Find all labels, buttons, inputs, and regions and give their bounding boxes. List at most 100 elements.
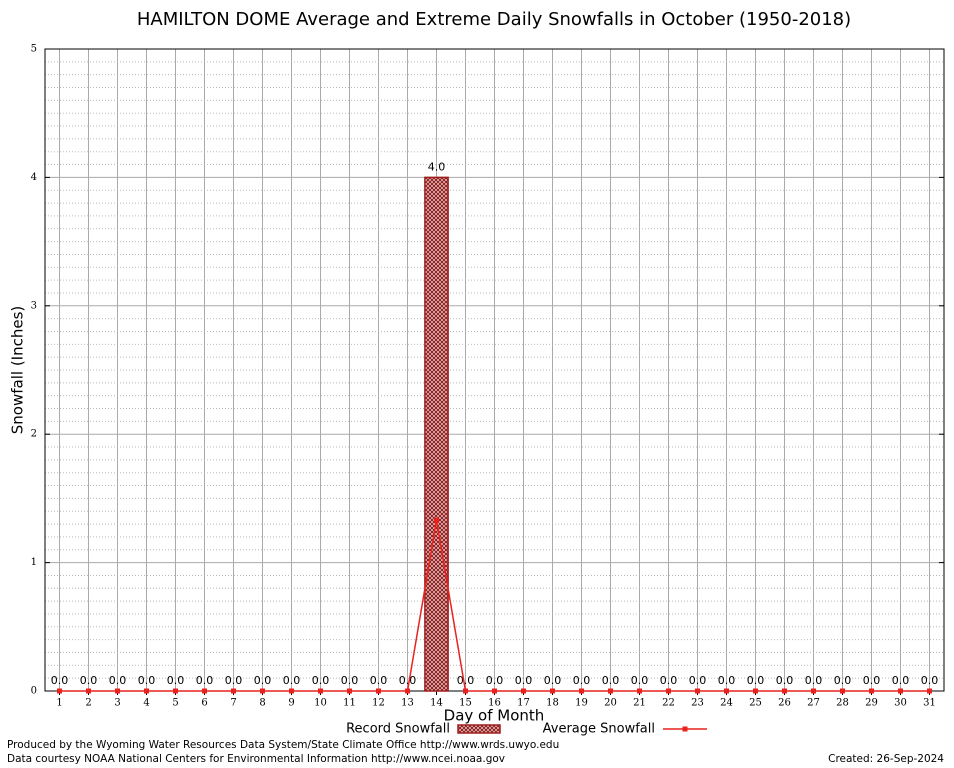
point-marker [405, 688, 410, 694]
legend-label: Record Snowfall [346, 722, 450, 737]
x-tick-label: 25 [749, 698, 762, 709]
point-marker [463, 688, 468, 694]
x-tick-label: 20 [604, 698, 617, 709]
x-tick-label: 11 [343, 698, 356, 709]
x-tick-label: 14 [430, 698, 443, 709]
x-tick-label: 6 [201, 698, 207, 709]
point-marker [347, 688, 352, 694]
x-tick-label: 17 [517, 698, 530, 709]
value-label: 0.0 [805, 674, 823, 687]
point-marker [202, 688, 207, 694]
point-marker [231, 688, 236, 694]
point-marker [521, 688, 526, 694]
value-label: 0.0 [370, 674, 388, 687]
x-tick-label: 23 [691, 698, 704, 709]
value-label: 0.0 [312, 674, 330, 687]
value-label: 0.0 [689, 674, 707, 687]
point-marker [318, 688, 323, 694]
point-marker [289, 688, 294, 694]
point-marker [434, 517, 439, 523]
chart-title: HAMILTON DOME Average and Extreme Daily … [137, 9, 851, 30]
point-marker [115, 688, 120, 694]
value-label: 0.0 [602, 674, 620, 687]
x-tick-label: 4 [143, 698, 149, 709]
point-marker [173, 688, 178, 694]
point-marker [376, 688, 381, 694]
value-label: 0.0 [51, 674, 69, 687]
x-tick-label: 7 [230, 698, 236, 709]
value-label: 0.0 [486, 674, 504, 687]
x-tick-label: 5 [172, 698, 178, 709]
x-tick-label: 3 [114, 698, 120, 709]
value-label: 0.0 [254, 674, 272, 687]
x-tick-label: 22 [662, 698, 675, 709]
point-marker [492, 688, 497, 694]
point-marker [57, 688, 62, 694]
value-label: 0.0 [921, 674, 939, 687]
value-label: 0.0 [399, 674, 417, 687]
value-label: 0.0 [544, 674, 562, 687]
x-tick-label: 9 [288, 698, 294, 709]
footer-produced: Produced by the Wyoming Water Resources … [7, 739, 559, 751]
point-marker [608, 688, 613, 694]
value-label: 0.0 [515, 674, 533, 687]
value-label: 0.0 [863, 674, 881, 687]
x-tick-label: 28 [836, 698, 849, 709]
value-label: 0.0 [747, 674, 765, 687]
y-tick-label: 1 [31, 557, 37, 568]
x-axis-label: Day of Month [444, 707, 545, 725]
legend-swatch [457, 724, 501, 734]
x-tick-label: 13 [401, 698, 414, 709]
point-marker [637, 688, 642, 694]
point-marker [260, 688, 265, 694]
value-label: 0.0 [225, 674, 243, 687]
x-tick-label: 24 [720, 698, 733, 709]
point-marker [811, 688, 816, 694]
point-marker [753, 688, 758, 694]
value-label: 0.0 [457, 674, 475, 687]
value-label: 4.0 [428, 160, 446, 173]
point-marker [695, 688, 700, 694]
y-tick-label: 2 [31, 429, 37, 440]
point-marker [579, 688, 584, 694]
x-tick-label: 1 [56, 698, 62, 709]
x-tick-label: 10 [314, 698, 327, 709]
x-tick-label: 15 [459, 698, 472, 709]
x-tick-label: 26 [778, 698, 791, 709]
value-label: 0.0 [776, 674, 794, 687]
value-label: 0.0 [80, 674, 98, 687]
point-marker [869, 688, 874, 694]
footer-created: Created: 26-Sep-2024 [828, 753, 944, 765]
x-tick-label: 30 [894, 698, 907, 709]
point-marker [840, 688, 845, 694]
x-tick-label: 2 [85, 698, 91, 709]
x-tick-label: 8 [259, 698, 265, 709]
point-marker [898, 688, 903, 694]
x-tick-label: 12 [372, 698, 385, 709]
x-tick-label: 16 [488, 698, 501, 709]
value-label: 0.0 [138, 674, 156, 687]
y-tick-label: 3 [31, 300, 37, 311]
value-label: 0.0 [167, 674, 185, 687]
footer-courtesy: Data courtesy NOAA National Centers for … [7, 753, 505, 765]
x-tick-label: 29 [865, 698, 878, 709]
value-label: 0.0 [631, 674, 649, 687]
value-label: 0.0 [341, 674, 359, 687]
x-tick-label: 21 [633, 698, 646, 709]
x-tick-label: 19 [575, 698, 588, 709]
point-marker [724, 688, 729, 694]
value-label: 0.0 [892, 674, 910, 687]
point-marker [144, 688, 149, 694]
value-label: 0.0 [718, 674, 736, 687]
x-tick-label: 27 [807, 698, 820, 709]
y-tick-label: 0 [31, 686, 37, 697]
legend-label: Average Snowfall [543, 722, 655, 737]
point-marker [782, 688, 787, 694]
point-marker [927, 688, 932, 694]
x-tick-label: 18 [546, 698, 559, 709]
y-tick-label: 5 [31, 44, 37, 55]
point-marker [666, 688, 671, 694]
value-label: 0.0 [109, 674, 127, 687]
value-label: 0.0 [573, 674, 591, 687]
